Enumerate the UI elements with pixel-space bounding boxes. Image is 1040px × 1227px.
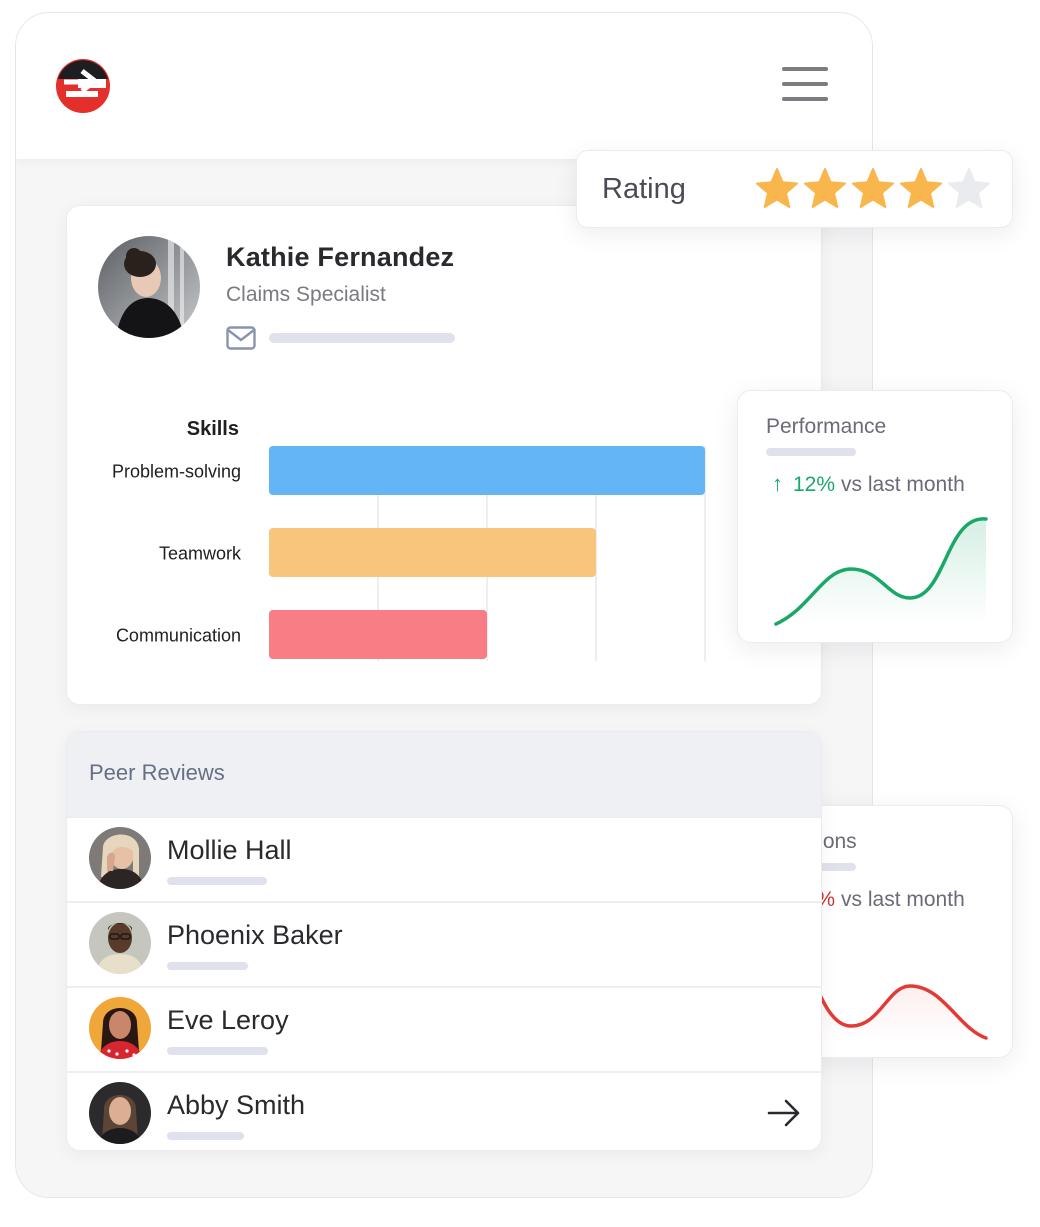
review-row[interactable]: Phoenix Baker (67, 901, 821, 986)
arrow-up-icon: ↑ (772, 471, 783, 496)
skill-label: Problem-solving (112, 462, 241, 482)
reviewer-name: Phoenix Baker (167, 920, 343, 950)
email-placeholder (269, 333, 455, 343)
employee-title: Claims Specialist (226, 283, 386, 306)
performance-card: Performance ↑ 12% vs last month (737, 390, 1013, 643)
reviewer-placeholder (167, 1047, 268, 1055)
performance-suffix: vs last month (841, 473, 965, 496)
performance-trend-line (774, 517, 988, 626)
star-rating[interactable] (755, 165, 995, 213)
review-row[interactable]: Eve Leroy (67, 986, 821, 1071)
rating-label: Rating (602, 173, 686, 205)
chart-title: Skills (187, 418, 239, 440)
employee-name: Kathie Fernandez (226, 242, 455, 272)
avatar (98, 236, 200, 338)
reviewer-placeholder (167, 962, 248, 970)
hamburger-menu-icon[interactable] (782, 67, 828, 103)
reviewer-placeholder (167, 1132, 244, 1140)
star-icon[interactable] (900, 168, 942, 208)
e-logo-icon[interactable] (54, 57, 112, 115)
avatar (89, 997, 151, 1059)
star-icon[interactable] (804, 168, 846, 208)
mail-icon[interactable] (226, 326, 256, 350)
star-icon[interactable] (852, 168, 894, 208)
review-row[interactable]: Mollie Hall (67, 816, 821, 901)
performance-change: 12% (793, 473, 836, 496)
skill-bar-communication (269, 610, 487, 659)
avatar (89, 1082, 151, 1144)
app-header (16, 13, 872, 159)
performance-delta: ↑ 12% vs last month (772, 471, 965, 497)
performance-trend-chart (774, 517, 988, 626)
performance-title: Performance (766, 415, 887, 438)
star-icon[interactable] (948, 168, 990, 208)
rating-card: Rating (576, 150, 1013, 228)
profile-card: Kathie Fernandez Claims Specialist Skill… (66, 205, 822, 705)
reviewer-name: Abby Smith (167, 1090, 306, 1120)
skill-bar-teamwork (269, 528, 596, 577)
performance-placeholder (766, 448, 856, 456)
violations-trend-area (776, 935, 986, 1041)
skills-chart: Skills Problem-solving Teamwork Communicat… (112, 418, 706, 661)
peer-reviews-card: Peer Reviews Mollie Hall P (66, 731, 822, 1151)
skill-label: Communication (116, 626, 241, 646)
skill-label: Teamwork (159, 544, 242, 564)
reviewer-name: Mollie Hall (167, 835, 292, 865)
avatar (89, 827, 151, 889)
star-icon[interactable] (756, 168, 798, 208)
peer-reviews-title: Peer Reviews (89, 760, 225, 785)
arrow-right-icon[interactable] (767, 1099, 801, 1127)
review-row[interactable]: Abby Smith (67, 1071, 821, 1150)
violations-suffix: vs last month (841, 888, 965, 911)
avatar (89, 912, 151, 974)
peer-reviews-header: Peer Reviews (67, 732, 821, 816)
skill-bar-problem-solving (269, 446, 705, 495)
reviewer-name: Eve Leroy (167, 1005, 289, 1035)
reviewer-placeholder (167, 877, 267, 885)
performance-trend-area (776, 518, 986, 624)
